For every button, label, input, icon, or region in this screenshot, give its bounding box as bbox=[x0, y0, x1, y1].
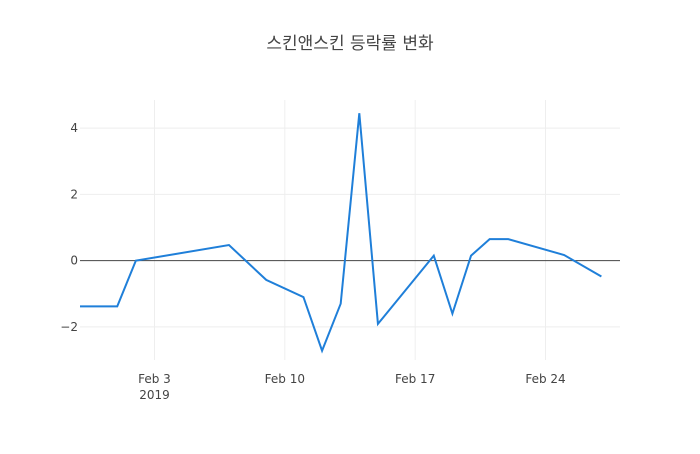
y-tick-label: 4 bbox=[70, 121, 78, 135]
series-layer bbox=[80, 113, 602, 354]
x-tick-label: Feb 24 bbox=[525, 372, 565, 386]
chart-title: 스킨앤스킨 등락률 변화 bbox=[266, 34, 434, 54]
series-line bbox=[80, 113, 602, 354]
x-tick-sublabel: 2019 bbox=[139, 388, 170, 402]
grid-lines bbox=[80, 100, 620, 360]
x-tick-label: Feb 17 bbox=[395, 372, 435, 386]
y-tick-label: −2 bbox=[60, 320, 78, 334]
x-tick-label: Feb 10 bbox=[265, 372, 305, 386]
x-tick-label: Feb 3 bbox=[138, 372, 171, 386]
y-tick-label: 2 bbox=[70, 187, 78, 201]
y-tick-label: 0 bbox=[70, 254, 78, 268]
y-axis-ticks: −2 0 2 4 bbox=[60, 121, 78, 334]
x-axis-ticks: Feb 3 2019 Feb 10 Feb 17 Feb 24 bbox=[138, 372, 566, 402]
